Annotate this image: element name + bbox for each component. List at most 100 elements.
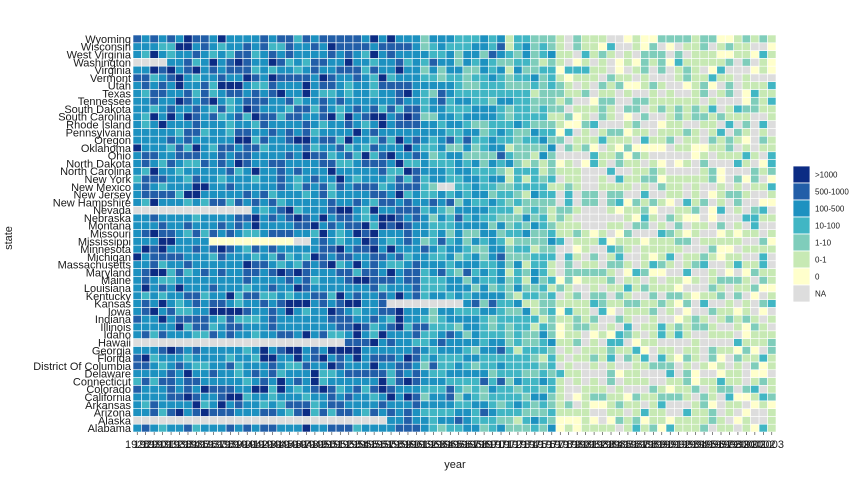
heatmap-cell	[208, 112, 218, 121]
heatmap-cell	[488, 205, 498, 215]
heatmap-cell	[598, 151, 608, 160]
heatmap-cell	[504, 151, 515, 160]
heatmap-cell	[471, 353, 481, 363]
heatmap-cell	[242, 369, 252, 378]
heatmap-cell	[521, 346, 531, 355]
heatmap-cell	[344, 89, 354, 98]
heatmap-cell	[614, 314, 625, 324]
heatmap-cell	[394, 112, 405, 121]
heatmap-cell	[538, 128, 548, 137]
y-tick-label: Arizona	[94, 408, 132, 420]
heatmap-cell	[538, 42, 548, 51]
heatmap-cell	[640, 423, 650, 433]
heatmap-cell	[504, 400, 515, 409]
x-tick-label: 1986	[616, 439, 640, 451]
heatmap-cell	[445, 89, 455, 98]
heatmap-cell	[361, 120, 371, 129]
heatmap-cell	[369, 291, 379, 300]
heatmap-cell	[581, 276, 591, 285]
heatmap-cell	[276, 104, 286, 114]
heatmap-cell	[276, 338, 286, 347]
heatmap-cell	[310, 314, 320, 324]
heatmap-cell	[276, 369, 286, 378]
heatmap-cell	[234, 190, 244, 199]
heatmap-cell	[301, 73, 311, 82]
heatmap-cell	[716, 400, 726, 409]
heatmap-cell	[428, 392, 438, 402]
heatmap-cell	[217, 128, 227, 137]
heatmap-cell	[538, 400, 548, 409]
heatmap-cell	[200, 81, 210, 90]
heatmap-cell	[462, 159, 472, 168]
heatmap-cell	[733, 167, 743, 176]
heatmap-cell	[293, 346, 303, 355]
heatmap-cell	[318, 268, 328, 277]
heatmap-cell	[175, 299, 185, 308]
heatmap-cell	[217, 377, 227, 386]
heatmap-cell	[462, 73, 472, 82]
heatmap-cell	[488, 330, 498, 339]
heatmap-cell	[301, 244, 311, 254]
heatmap-cell	[344, 120, 354, 129]
heatmap-cell	[166, 369, 176, 378]
heatmap-cell	[259, 120, 269, 129]
heatmap-cell	[132, 268, 142, 277]
heatmap-cell	[361, 423, 371, 433]
heatmap-cell	[132, 314, 142, 324]
heatmap-cell	[268, 408, 278, 417]
heatmap-cell	[158, 361, 168, 371]
heatmap-cell	[411, 34, 421, 44]
heatmap-cell	[657, 237, 667, 246]
heatmap-cell	[208, 322, 218, 332]
heatmap-cell	[716, 291, 726, 300]
heatmap-cell	[691, 237, 701, 246]
heatmap-cell	[394, 400, 405, 409]
heatmap-cell	[276, 112, 286, 121]
heatmap-cell	[191, 400, 201, 409]
heatmap-cell	[284, 244, 295, 254]
heatmap-cell	[225, 392, 235, 402]
heatmap-cell	[149, 237, 159, 246]
heatmap-cell	[335, 151, 345, 160]
x-tick-label: 1934	[176, 439, 200, 451]
heatmap-cell	[547, 159, 557, 168]
heatmap-cell	[665, 244, 675, 254]
heatmap-cell	[555, 400, 565, 409]
heatmap-cell	[166, 237, 176, 246]
heatmap-cell	[513, 213, 523, 223]
heatmap-cell	[132, 384, 142, 394]
heatmap-cell	[301, 416, 311, 425]
heatmap-cell	[488, 167, 498, 176]
heatmap-cell	[513, 377, 523, 386]
heatmap-cell	[496, 198, 506, 207]
heatmap-cell	[378, 377, 388, 386]
heatmap-cell	[200, 229, 210, 238]
heatmap-cell	[158, 276, 168, 285]
heatmap-cell	[614, 416, 625, 425]
heatmap-cell	[699, 81, 709, 90]
heatmap-cell	[606, 50, 616, 59]
heatmap-cell	[411, 42, 421, 51]
heatmap-cell	[191, 174, 201, 184]
heatmap-cell	[208, 384, 218, 394]
heatmap-cell	[335, 65, 345, 75]
heatmap-cell	[471, 89, 481, 98]
heatmap-cell	[268, 221, 278, 230]
heatmap-cell	[767, 143, 777, 153]
heatmap-cell	[471, 384, 481, 394]
heatmap-cell	[251, 229, 261, 238]
heatmap-cell	[378, 135, 388, 145]
heatmap-cell	[335, 322, 345, 332]
heatmap-cell	[141, 120, 151, 129]
x-tick-label: 1928	[125, 439, 149, 451]
heatmap-cell	[606, 322, 616, 332]
heatmap-cell	[547, 384, 557, 394]
heatmap-cell	[369, 198, 379, 207]
heatmap-cell	[454, 299, 464, 308]
heatmap-cell	[767, 167, 777, 176]
heatmap-cell	[149, 34, 159, 44]
heatmap-cell	[640, 307, 650, 316]
heatmap-cell	[234, 237, 244, 246]
heatmap-cell	[708, 377, 718, 386]
heatmap-cell	[352, 392, 362, 402]
